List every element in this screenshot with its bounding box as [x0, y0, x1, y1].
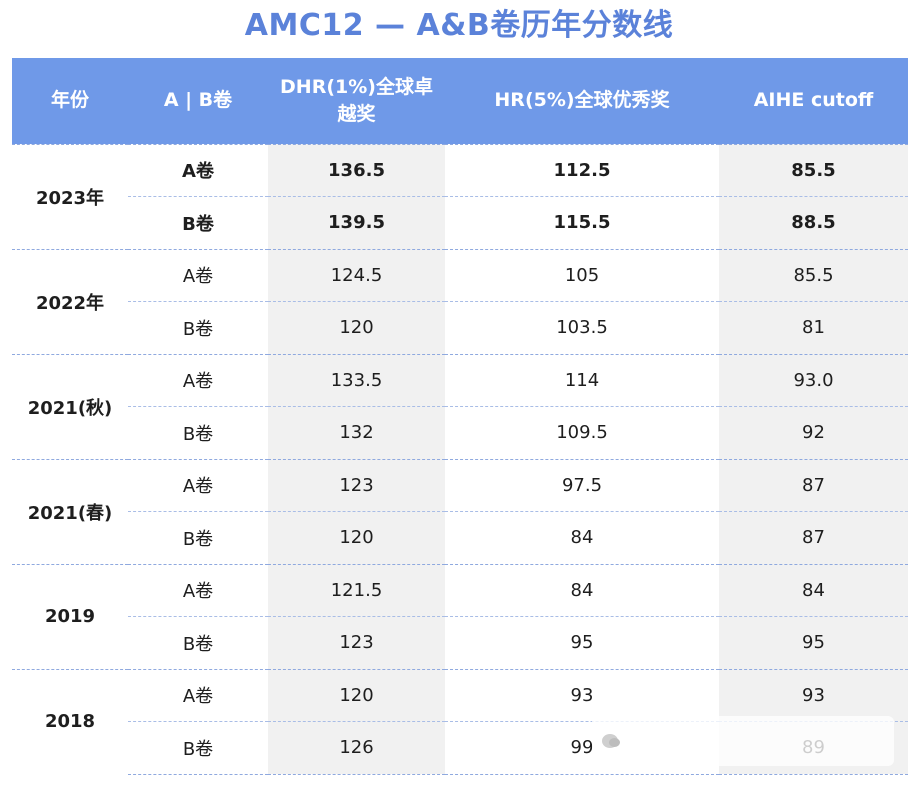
aihe-cell: 84 [719, 563, 908, 617]
hr-cell: 114 [445, 353, 719, 407]
hr-cell: 105 [445, 248, 719, 302]
dhr-cell: 120 [268, 668, 445, 722]
paper-cell: B卷 [128, 511, 268, 564]
paper-cell: A卷 [128, 248, 268, 302]
aihe-cell: 95 [719, 616, 908, 669]
dhr-cell: 123 [268, 616, 445, 669]
header-aihe: AIHE cutoff [719, 58, 908, 144]
paper-cell: B卷 [128, 616, 268, 669]
table-row: 2022年 A卷 124.5 105 85.5 [12, 248, 908, 354]
aihe-cell: 85.5 [719, 143, 908, 197]
table-row: B卷 139.5 115.5 88.5 [12, 196, 908, 249]
table-row: B卷 120 84 87 [12, 511, 908, 564]
hr-cell: 112.5 [445, 143, 719, 197]
paper-cell: A卷 [128, 458, 268, 512]
aihe-cell: 87 [719, 458, 908, 512]
year-cell: 2018 [12, 668, 128, 774]
dhr-cell: 123 [268, 458, 445, 512]
wechat-icon [602, 734, 620, 748]
year-cell: 2021(春) [12, 458, 128, 564]
header-dhr: DHR(1%)全球卓越奖 [268, 58, 445, 144]
aihe-cell: 93.0 [719, 353, 908, 407]
paper-cell: B卷 [128, 721, 268, 775]
dhr-cell: 124.5 [268, 248, 445, 302]
paper-cell: B卷 [128, 406, 268, 459]
hr-cell: 84 [445, 563, 719, 617]
watermark-overlay [592, 716, 894, 766]
hr-cell: 93 [445, 668, 719, 722]
aihe-cell: 88.5 [719, 196, 908, 249]
dhr-cell: 121.5 [268, 563, 445, 617]
dhr-cell: 133.5 [268, 353, 445, 407]
header-paper: A | B卷 [128, 58, 268, 144]
paper-cell: B卷 [128, 301, 268, 354]
year-cell: 2021(秋) [12, 353, 128, 459]
score-table: 年份 A | B卷 DHR(1%)全球卓越奖 HR(5%)全球优秀奖 AIHE … [12, 58, 908, 775]
table-row: 2023年 A卷 136.5 112.5 85.5 [12, 143, 908, 249]
dhr-cell: 132 [268, 406, 445, 459]
dhr-cell: 120 [268, 511, 445, 564]
year-cell: 2019 [12, 563, 128, 669]
year-cell: 2023年 [12, 143, 128, 249]
paper-cell: A卷 [128, 143, 268, 197]
hr-cell: 103.5 [445, 301, 719, 354]
paper-cell: B卷 [128, 196, 268, 249]
hr-cell: 95 [445, 616, 719, 669]
table-row: 2021(春) A卷 123 97.5 87 [12, 458, 908, 564]
aihe-cell: 85.5 [719, 248, 908, 302]
dhr-cell: 139.5 [268, 196, 445, 249]
aihe-cell: 87 [719, 511, 908, 564]
table-row: B卷 123 95 95 [12, 616, 908, 669]
header-year: 年份 [12, 58, 128, 144]
dhr-cell: 136.5 [268, 143, 445, 197]
hr-cell: 84 [445, 511, 719, 564]
dhr-cell: 126 [268, 721, 445, 775]
paper-cell: A卷 [128, 563, 268, 617]
dhr-cell: 120 [268, 301, 445, 354]
table-row: B卷 120 103.5 81 [12, 301, 908, 354]
aihe-cell: 93 [719, 668, 908, 722]
hr-cell: 115.5 [445, 196, 719, 249]
hr-cell: 97.5 [445, 458, 719, 512]
hr-cell: 109.5 [445, 406, 719, 459]
page-title: AMC12 — A&B卷历年分数线 [244, 8, 674, 43]
table-row: 2018 A卷 120 93 93 [12, 668, 908, 774]
paper-cell: A卷 [128, 353, 268, 407]
table-row: B卷 132 109.5 92 [12, 406, 908, 459]
aihe-cell: 92 [719, 406, 908, 459]
paper-cell: A卷 [128, 668, 268, 722]
table-header-row: 年份 A | B卷 DHR(1%)全球卓越奖 HR(5%)全球优秀奖 AIHE … [12, 58, 908, 144]
table-row: 2021(秋) A卷 133.5 114 93.0 [12, 353, 908, 459]
header-hr: HR(5%)全球优秀奖 [445, 58, 719, 144]
year-cell: 2022年 [12, 248, 128, 354]
aihe-cell: 81 [719, 301, 908, 354]
table-row: 2019 A卷 121.5 84 84 [12, 563, 908, 669]
